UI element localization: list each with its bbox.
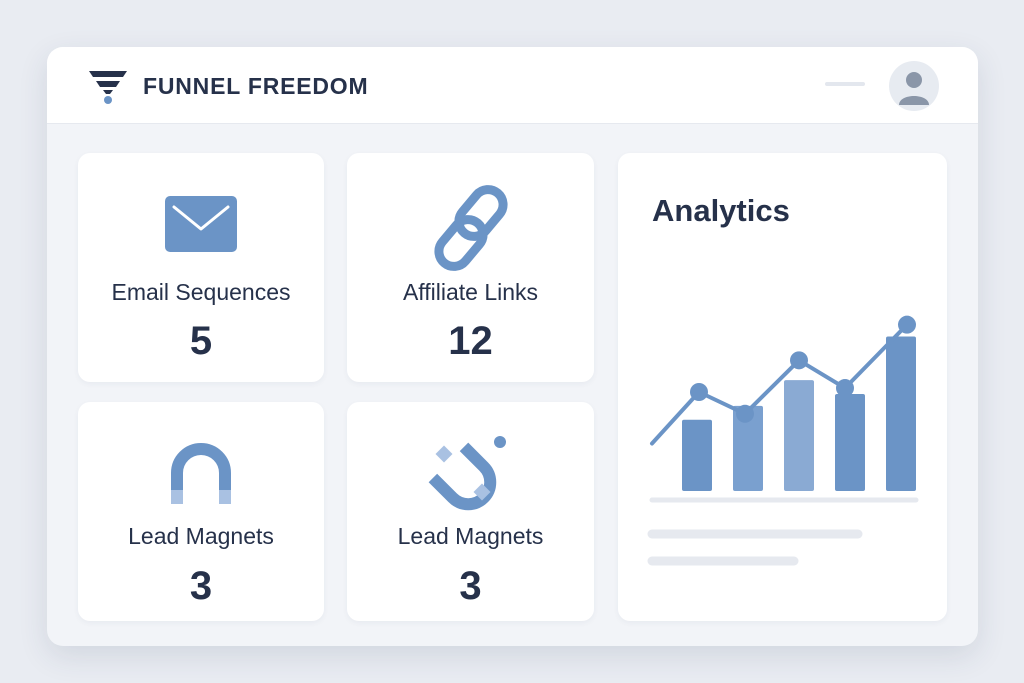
card-value: 3 <box>189 564 213 608</box>
email-sequences-card[interactable]: Email Sequences 5 <box>78 153 324 382</box>
funnel-icon <box>89 71 127 104</box>
u-magnet-icon <box>428 436 506 511</box>
lead-magnets-card-secondary[interactable]: Lead Magnets 3 <box>347 402 594 621</box>
user-avatar-icon <box>899 72 929 105</box>
chart-bar <box>682 419 712 491</box>
card-label: Email Sequences <box>111 279 291 305</box>
top-bar: FUNNEL FREEDOM <box>47 47 978 124</box>
affiliate-links-card[interactable]: Affiliate Links 12 <box>347 153 594 382</box>
chart-trend-line <box>650 322 909 446</box>
card-label: Affiliate Links <box>402 279 539 305</box>
chart-bar <box>835 393 865 491</box>
analytics-title: Analytics <box>652 193 790 228</box>
card-value: 12 <box>448 319 493 363</box>
card-value: 3 <box>459 564 482 608</box>
chart-point <box>790 351 808 370</box>
analytics-chart <box>647 315 919 566</box>
chart-point <box>736 404 754 423</box>
user-avatar[interactable] <box>889 61 939 111</box>
card-label: Lead Magnets <box>397 523 544 549</box>
envelope-icon <box>165 196 237 252</box>
app-window: FUNNEL FREEDOM Email Sequences 5 Affilia… <box>47 47 978 646</box>
chart-bar <box>784 380 814 491</box>
chart-bar <box>886 336 916 491</box>
chart-point <box>690 383 708 401</box>
horseshoe-magnet-icon <box>171 443 231 504</box>
card-value: 5 <box>189 319 213 363</box>
brand-name: FUNNEL FREEDOM <box>143 73 369 99</box>
card-label: Lead Magnets <box>128 523 274 549</box>
chart-point <box>898 315 916 334</box>
chart-bar <box>733 405 763 491</box>
chain-link-icon <box>433 185 508 271</box>
lead-magnets-card[interactable]: Lead Magnets 3 <box>78 402 324 621</box>
chart-point <box>836 379 854 398</box>
menu-placeholder-bar[interactable] <box>825 82 865 86</box>
analytics-card[interactable]: Analytics <box>618 153 947 621</box>
